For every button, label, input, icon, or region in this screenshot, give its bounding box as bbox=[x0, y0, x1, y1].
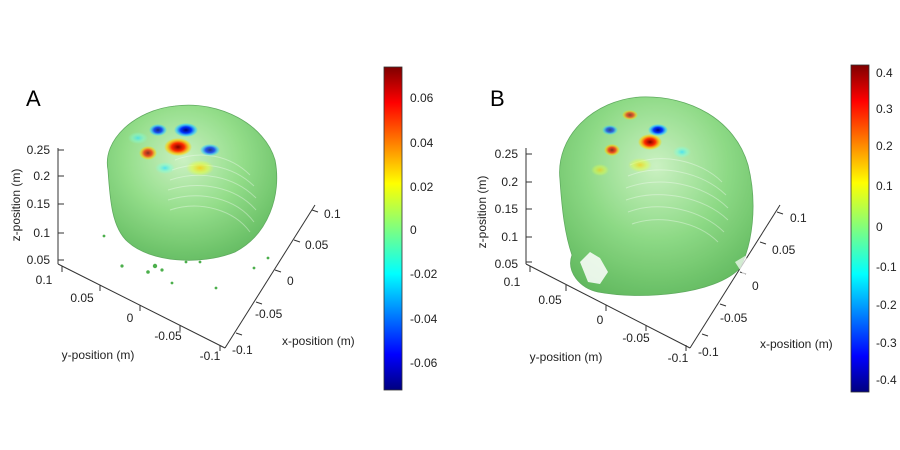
panel-b-z-tick: 0.25 bbox=[495, 147, 519, 161]
panel-b-y-tick: 0.1 bbox=[504, 275, 521, 289]
panel-a-head-surface bbox=[102, 104, 278, 290]
panel-b-axes bbox=[525, 148, 784, 351]
panel-b-colorbar-tick: -0.3 bbox=[876, 336, 897, 350]
panel-b-colorbar-tick: -0.2 bbox=[876, 298, 897, 312]
panel-a-colorbar-tick: -0.02 bbox=[410, 267, 438, 281]
panel-b-colorbar-tick: 0 bbox=[876, 220, 883, 234]
panel-a-z-tick: 0.1 bbox=[33, 226, 50, 240]
panel-b-z-tick: 0.15 bbox=[495, 202, 519, 216]
panel-a-x-tick: -0.05 bbox=[255, 307, 283, 321]
panel-b-colorbar-tick: 0.4 bbox=[876, 66, 893, 80]
panel-b-head-surface bbox=[559, 96, 754, 296]
panel-b-y-tick: 0 bbox=[597, 313, 604, 327]
panel-b-y-tick: -0.05 bbox=[622, 331, 650, 345]
panel-a: A 0.25 0.2 0.15 bbox=[9, 66, 438, 391]
panel-b-z-tick: 0.1 bbox=[501, 230, 518, 244]
panel-a-z-tick: 0.2 bbox=[33, 169, 50, 183]
panel-a-x-tick: 0 bbox=[287, 274, 294, 288]
panel-a-z-tick: 0.05 bbox=[27, 253, 51, 267]
panel-b-colorbar bbox=[850, 64, 870, 393]
panel-a-z-axis-title: z-position (m) bbox=[9, 169, 23, 242]
panel-a-colorbar-tick: -0.06 bbox=[410, 356, 438, 370]
panel-b-z-tick: 0.05 bbox=[495, 257, 519, 271]
panel-a-y-tick: 0.1 bbox=[36, 273, 53, 287]
panel-b-x-axis bbox=[689, 204, 781, 349]
panel-b-x-axis-title: x-position (m) bbox=[760, 337, 833, 351]
panel-a-y-tick: -0.1 bbox=[200, 349, 221, 363]
panel-a-x-axis bbox=[224, 204, 316, 349]
panel-b-z-axis-title: z-position (m) bbox=[475, 176, 489, 249]
panel-a-y-axis-title: y-position (m) bbox=[62, 348, 135, 362]
panel-b-x-tick: -0.1 bbox=[698, 345, 719, 359]
panel-a-z-tick: 0.25 bbox=[27, 143, 51, 157]
panel-a-x-axis-title: x-position (m) bbox=[282, 334, 355, 348]
panel-a-x-tick: 0.05 bbox=[305, 238, 329, 252]
panel-a-colorbar-tick: 0 bbox=[410, 223, 417, 237]
panel-a-colorbar-tick: 0.02 bbox=[410, 180, 434, 194]
panel-a-colorbar-tick: -0.04 bbox=[410, 312, 438, 326]
panel-a-y-tick: 0 bbox=[127, 311, 134, 325]
panel-b-colorbar-tick: 0.1 bbox=[876, 179, 893, 193]
panel-b: B 0.25 0.2 0.15 0.1 0.05 z-position (m bbox=[475, 64, 897, 393]
panel-b-y-tick: 0.05 bbox=[538, 293, 562, 307]
panel-b-y-axis-title: y-position (m) bbox=[530, 350, 603, 364]
panel-b-x-tick: -0.05 bbox=[720, 311, 748, 325]
panel-b-y-axis bbox=[525, 263, 691, 349]
panel-a-y-tick: -0.05 bbox=[154, 329, 182, 343]
panel-b-colorbar-tick: -0.1 bbox=[876, 260, 897, 274]
panel-b-colorbar-tick: -0.4 bbox=[876, 373, 897, 387]
panel-b-letter: B bbox=[490, 86, 505, 111]
panel-a-y-axis bbox=[57, 263, 226, 349]
panel-b-x-tick: 0 bbox=[752, 279, 759, 293]
panel-a-y-tick: 0.05 bbox=[70, 291, 94, 305]
panel-a-x-tick: 0.1 bbox=[324, 207, 341, 221]
panel-b-x-tick: 0.05 bbox=[772, 243, 796, 257]
panel-a-x-tick: -0.1 bbox=[232, 343, 253, 357]
panel-b-y-tick: -0.1 bbox=[668, 351, 689, 365]
panel-b-colorbar-tick: 0.3 bbox=[876, 102, 893, 116]
panel-a-colorbar-tick: 0.04 bbox=[410, 136, 434, 150]
panel-a-z-tick: 0.15 bbox=[27, 197, 51, 211]
panel-a-colorbar-tick: 0.06 bbox=[410, 91, 434, 105]
panel-b-x-tick: 0.1 bbox=[790, 211, 807, 225]
panel-b-z-tick: 0.2 bbox=[501, 175, 518, 189]
panel-b-colorbar-tick: 0.2 bbox=[876, 139, 893, 153]
panel-a-letter: A bbox=[26, 86, 41, 111]
panel-a-axes bbox=[57, 148, 319, 351]
panel-a-colorbar bbox=[383, 66, 403, 391]
